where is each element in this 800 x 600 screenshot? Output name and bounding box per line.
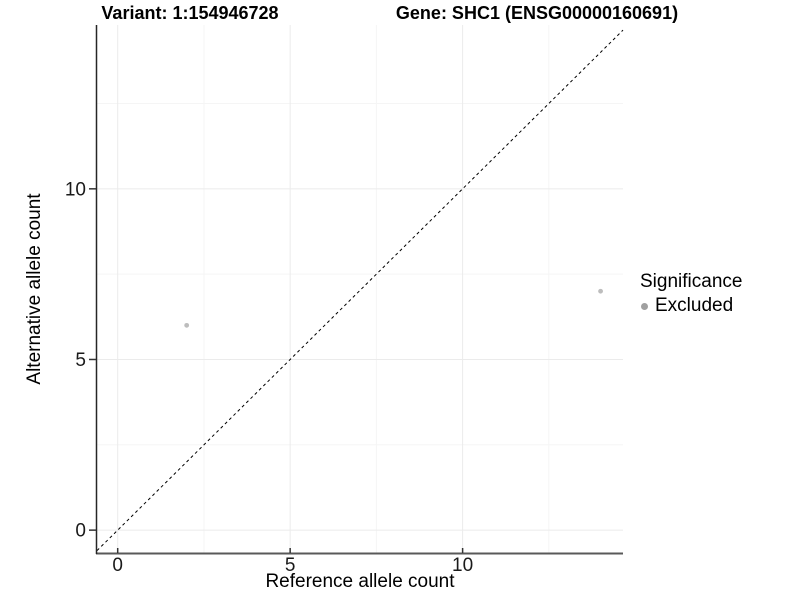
x-tick-label: 10 [452,555,473,576]
x-tick-label: 5 [285,555,296,576]
data-point [598,288,603,294]
x-axis-title: Reference allele count [265,571,455,592]
plot-title-variant: Variant: 1:154946728 [101,3,279,23]
identity-line [96,29,624,551]
y-axis-title: Alternative allele count [24,193,45,385]
legend-item-label: Excluded [655,295,734,316]
plot-title-gene: Gene: SHC1 (ENSG00000160691) [395,3,679,23]
data-point [184,322,190,328]
legend: Significance Excluded [640,271,742,317]
legend-key-dot-icon [641,302,648,310]
y-tick-label: 0 [75,521,86,542]
y-tick-label: 5 [75,350,86,371]
x-tick-label: 0 [112,555,123,576]
legend-title: Significance [640,271,743,292]
y-tick-label: 10 [65,179,86,200]
legend-item-excluded: Excluded [641,295,742,317]
